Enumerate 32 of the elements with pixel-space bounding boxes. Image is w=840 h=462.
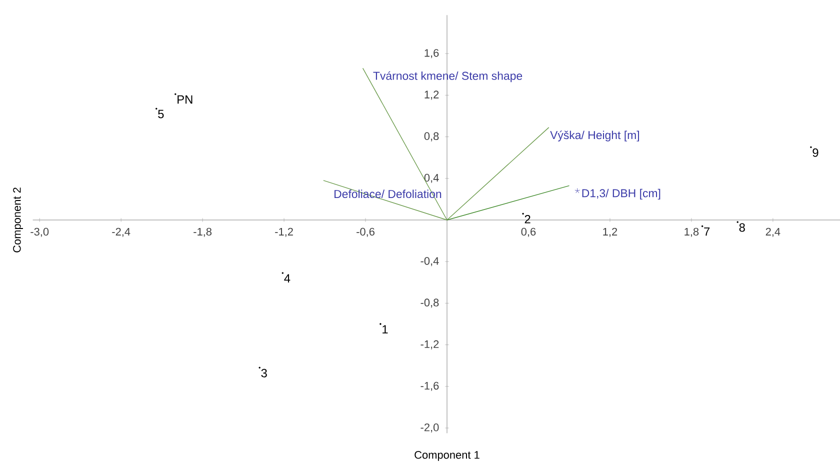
annotation: 3 bbox=[261, 368, 267, 378]
annotation: 9 bbox=[812, 148, 818, 157]
x-tick-label: -3,0 bbox=[30, 228, 49, 237]
y-tick-label: -0,4 bbox=[420, 257, 439, 266]
x-tick-label: -1,8 bbox=[194, 228, 212, 237]
y-tick-label: 0,8 bbox=[424, 132, 439, 142]
annotation: 2 bbox=[524, 214, 530, 224]
series-label: D1,3/ DBH [cm] bbox=[582, 188, 660, 200]
y-tick-label: -1,6 bbox=[420, 382, 439, 391]
x-tick-label: 1,2 bbox=[603, 228, 618, 237]
x-tick-label: -1,2 bbox=[275, 228, 293, 237]
x-tick-label: 0,6 bbox=[521, 228, 536, 237]
y-tick-label: -1,2 bbox=[420, 340, 439, 350]
y-tick-label: 1,6 bbox=[424, 49, 439, 58]
series-label: Tvárnost kmene/ Stem shape bbox=[373, 71, 522, 82]
y-axis-title: Component 2 bbox=[13, 188, 23, 252]
annotation: PN bbox=[178, 95, 192, 104]
x-tick-label: 2,4 bbox=[766, 228, 780, 237]
annotation: 4 bbox=[284, 274, 290, 282]
x-tick-label: -0,6 bbox=[356, 228, 374, 237]
y-tick-label: 0,4 bbox=[424, 174, 439, 183]
x-axis-title: Component 1 bbox=[414, 451, 480, 461]
y-tick-label: 1,2 bbox=[424, 90, 439, 100]
annotation: 1 bbox=[382, 325, 388, 334]
x-tick-label: 1,8 bbox=[684, 228, 699, 237]
series-label: Výška/ Height [m] bbox=[550, 130, 639, 142]
y-tick-label: -2,0 bbox=[420, 423, 439, 433]
annotation: 7 bbox=[704, 227, 710, 236]
annotation: 8 bbox=[739, 223, 745, 232]
x-tick-label: -2,4 bbox=[112, 228, 130, 237]
y-tick-label: -0,8 bbox=[420, 298, 439, 308]
annotation: 5 bbox=[158, 110, 164, 118]
